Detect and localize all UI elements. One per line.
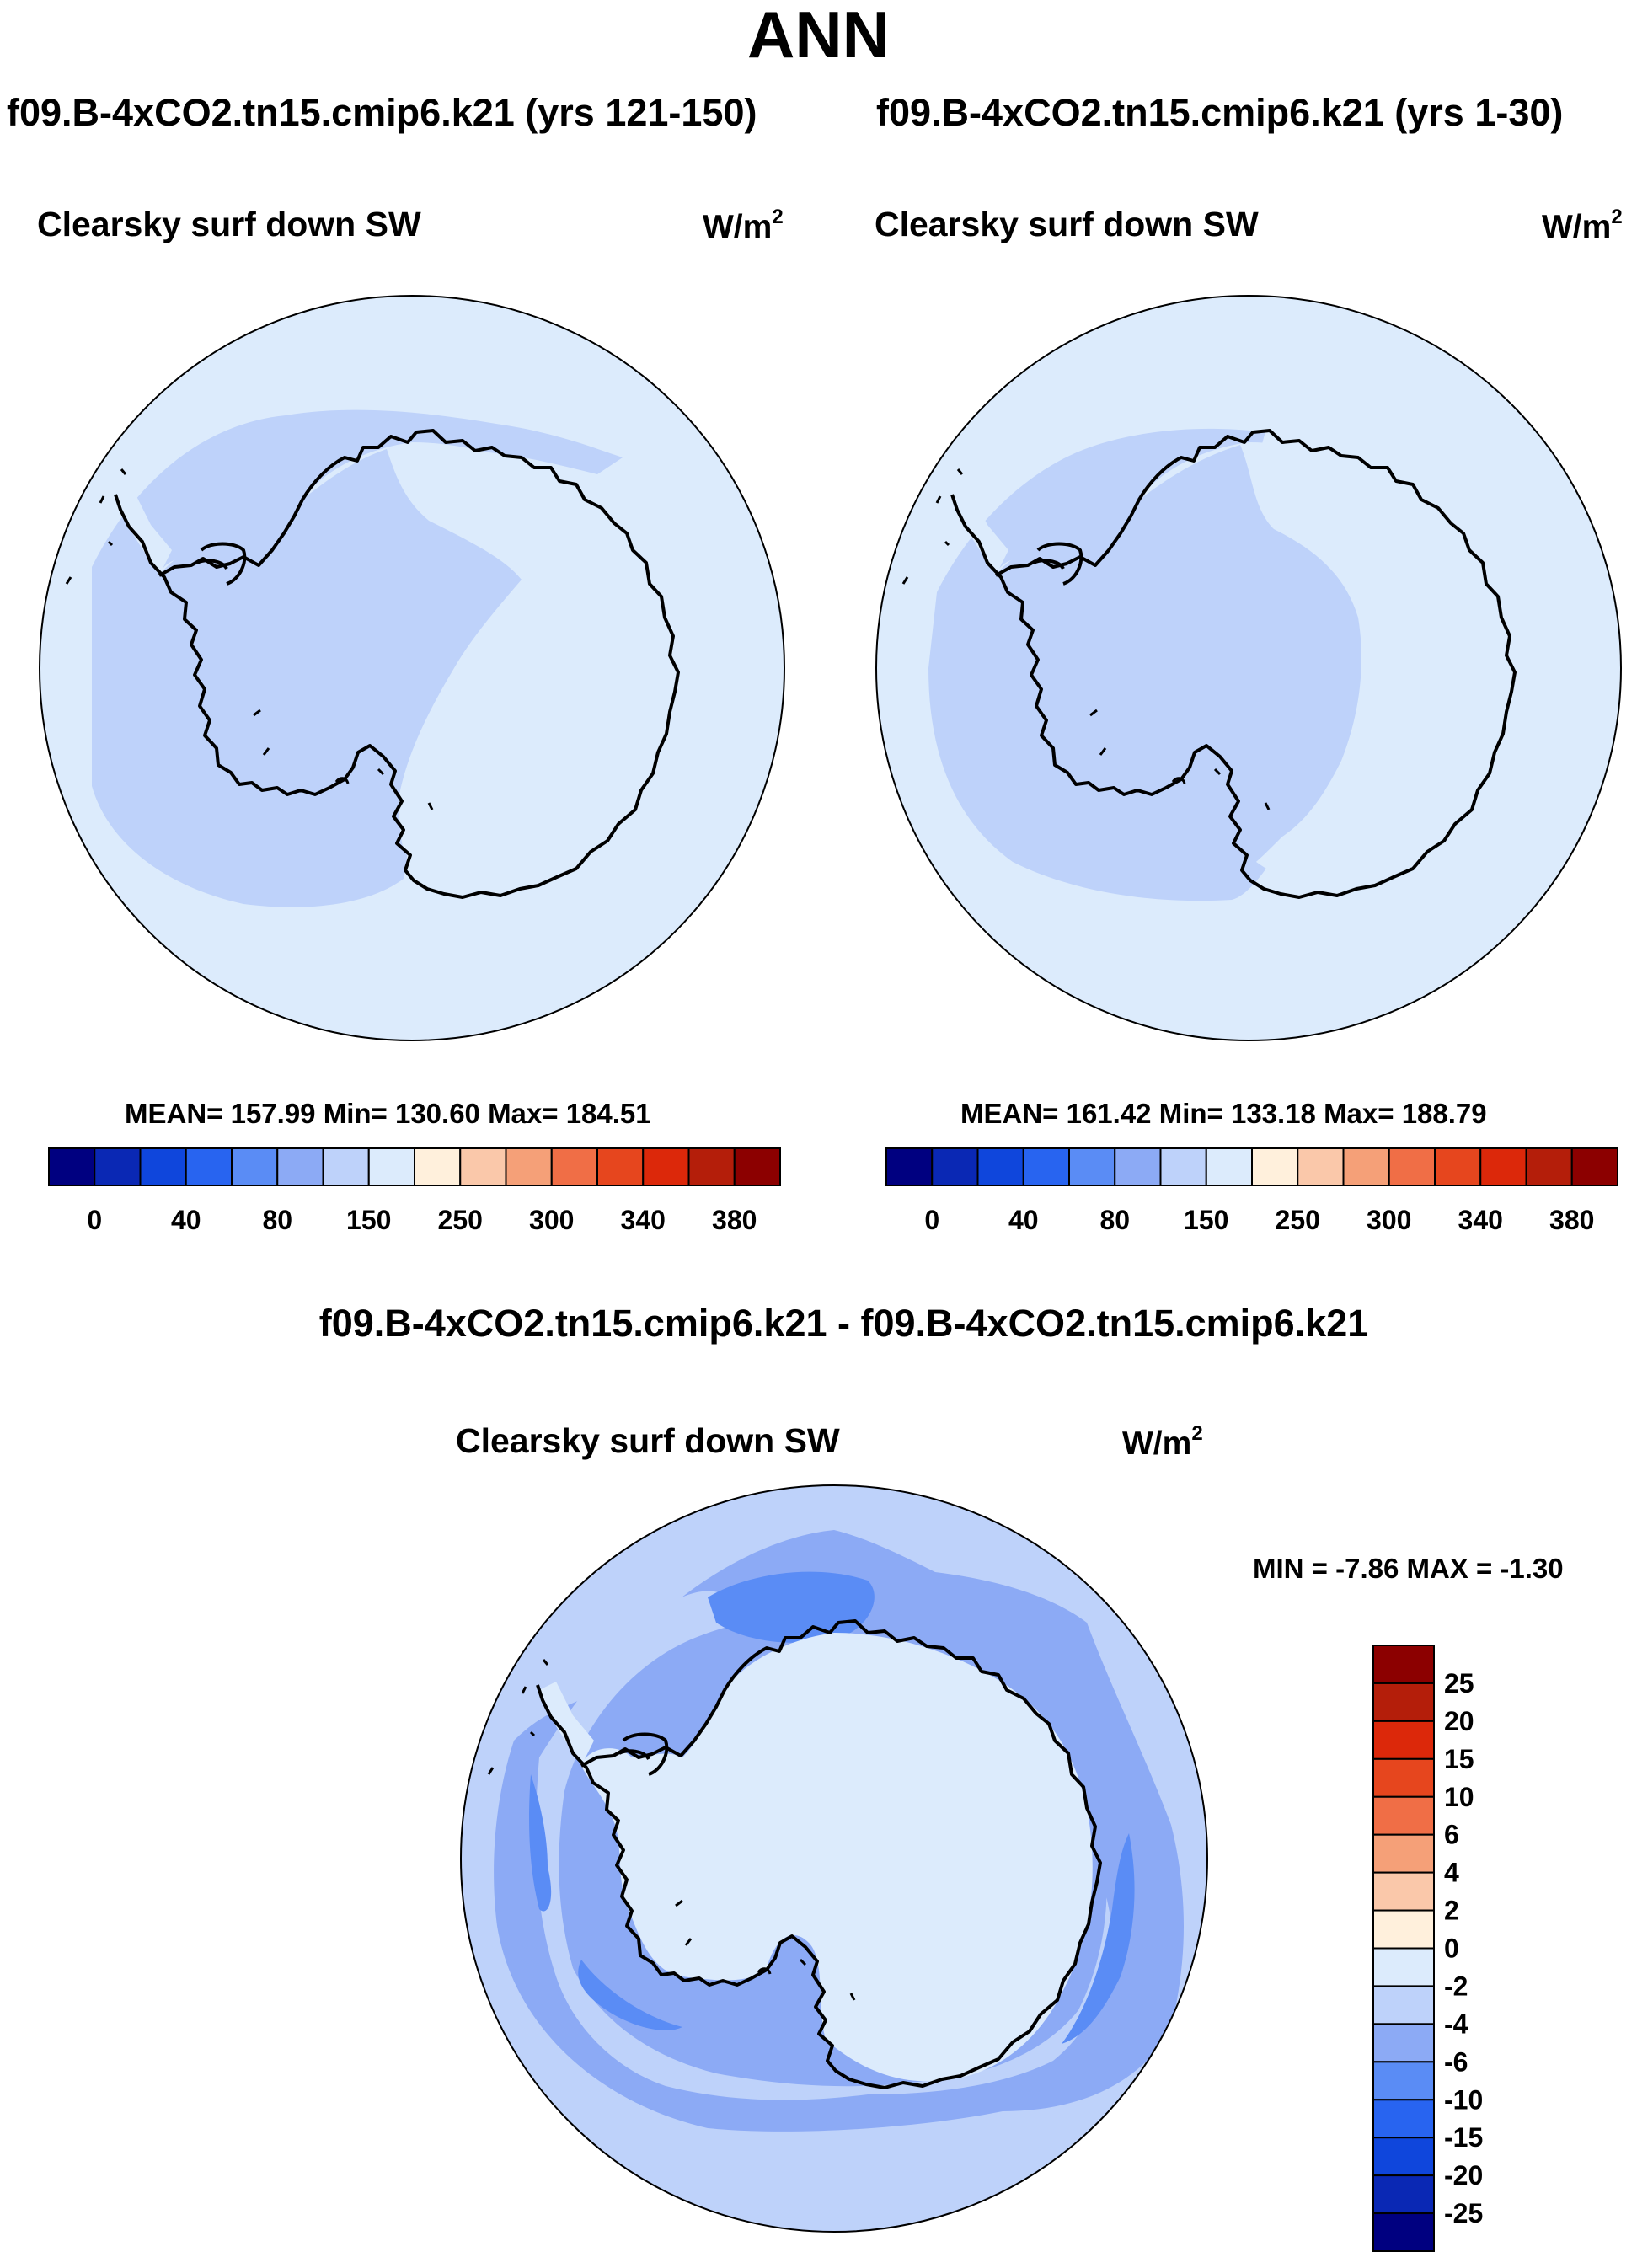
- panel-b-colorbar-swatch: [1434, 1147, 1482, 1186]
- panel-a-colorbar-swatch: [367, 1147, 415, 1186]
- panel-b-colorbar-tick-label: 250: [1276, 1205, 1320, 1235]
- panel-b-colorbar-tick-label: 340: [1458, 1205, 1503, 1235]
- difference-colorbar-swatch: [1372, 1947, 1435, 1987]
- panel-b-colorbar-swatch: [1525, 1147, 1573, 1186]
- difference-colorbar-swatch: [1372, 2137, 1435, 2177]
- difference-colorbar-swatch: [1372, 2212, 1435, 2252]
- difference-colorbar-swatch: [1372, 1682, 1435, 1722]
- panel-a-units: W/m2: [703, 206, 784, 245]
- panel-b-colorbar-tick-label: 40: [1008, 1205, 1039, 1235]
- difference-colorbar-swatch: [1372, 1985, 1435, 2025]
- panel-a-colorbar-tick-label: 380: [712, 1205, 757, 1235]
- difference-colorbar-tick-label: 10: [1444, 1782, 1474, 1812]
- difference-colorbar-swatch: [1372, 1871, 1435, 1912]
- panel-b-stats: MEAN= 161.42 Min= 133.18 Max= 188.79: [960, 1098, 1487, 1129]
- panel-a-map: [39, 295, 785, 1041]
- panel-a-colorbar-tick-label: 40: [171, 1205, 201, 1235]
- difference-colorbar-tick-label: 15: [1444, 1744, 1474, 1774]
- panel-b-colorbar-swatch: [1022, 1147, 1070, 1186]
- difference-colorbar-swatch: [1372, 1720, 1435, 1760]
- panel-a-variable: Clearsky surf down SW: [37, 205, 421, 243]
- difference-colorbar-swatch: [1372, 1757, 1435, 1798]
- panel-a-colorbar-swatch: [276, 1147, 324, 1186]
- difference-colorbar-tick-label: -4: [1444, 2009, 1468, 2039]
- difference-map: [460, 1484, 1208, 2233]
- panel-a-colorbar-swatch: [231, 1147, 279, 1186]
- difference-colorbar-swatch: [1372, 1909, 1435, 1950]
- difference-colorbar-tick-label: -2: [1444, 1971, 1468, 2001]
- difference-colorbar-swatch: [1372, 1645, 1435, 1684]
- difference-colorbar-swatch: [1372, 1833, 1435, 1874]
- panel-b-colorbar-swatch: [1114, 1147, 1162, 1186]
- panel-b-case-title: f09.B-4xCO2.tn15.cmip6.k21 (yrs 1-30): [876, 91, 1564, 134]
- difference-variable: Clearsky surf down SW: [456, 1421, 840, 1460]
- difference-stats: MIN = -7.86 MAX = -1.30: [1253, 1553, 1564, 1584]
- panel-a-stats: MEAN= 157.99 Min= 130.60 Max= 184.51: [125, 1098, 651, 1129]
- panel-a-colorbar-tick-label: 80: [262, 1205, 292, 1235]
- panel-b-colorbar-swatch: [931, 1147, 979, 1186]
- panel-b-colorbar-tick-label: 380: [1549, 1205, 1594, 1235]
- panel-a-colorbar-tick-label: 150: [346, 1205, 391, 1235]
- panel-b-colorbar-tick-label: 300: [1367, 1205, 1411, 1235]
- difference-colorbar-tick-label: -25: [1444, 2198, 1483, 2228]
- panel-a-colorbar-swatch: [550, 1147, 598, 1186]
- panel-b-colorbar-swatch: [976, 1147, 1024, 1186]
- panel-b-colorbar-tick-label: 80: [1099, 1205, 1130, 1235]
- difference-colorbar-swatch: [1372, 2174, 1435, 2215]
- panel-a-colorbar-swatch: [414, 1147, 462, 1186]
- panel-b-colorbar-swatch: [885, 1147, 934, 1186]
- panel-a-colorbar-swatch: [733, 1147, 781, 1186]
- panel-b-map: [875, 295, 1622, 1041]
- panel-b-colorbar-swatch: [1342, 1147, 1390, 1186]
- difference-colorbar-tick-label: -6: [1444, 2046, 1468, 2077]
- panel-b-units: W/m2: [1542, 206, 1623, 245]
- panel-a-colorbar-swatch: [642, 1147, 690, 1186]
- panel-a-case-title: f09.B-4xCO2.tn15.cmip6.k21 (yrs 121-150): [7, 91, 757, 134]
- difference-title: f09.B-4xCO2.tn15.cmip6.k21 - f09.B-4xCO2…: [318, 1302, 1369, 1345]
- panel-b-colorbar-swatch: [1251, 1147, 1299, 1186]
- difference-colorbar-swatch: [1372, 2099, 1435, 2139]
- difference-colorbar-swatch: [1372, 2061, 1435, 2101]
- panel-b-colorbar-swatch: [1388, 1147, 1436, 1186]
- difference-colorbar-tick-label: 6: [1444, 1820, 1459, 1850]
- panel-a-colorbar-swatch: [94, 1147, 142, 1186]
- panel-a-colorbar-tick-label: 340: [621, 1205, 666, 1235]
- panel-a-colorbar-swatch: [322, 1147, 370, 1186]
- panel-a-colorbar-swatch: [48, 1147, 96, 1186]
- panel-a-colorbar-swatch: [687, 1147, 736, 1186]
- difference-colorbar-tick-label: -10: [1444, 2084, 1483, 2115]
- panel-b-colorbar-swatch: [1205, 1147, 1253, 1186]
- panel-b-colorbar-swatch: [1068, 1147, 1116, 1186]
- panel-a-colorbar-swatch: [185, 1147, 233, 1186]
- difference-colorbar-tick-label: 0: [1444, 1934, 1459, 1964]
- difference-units: W/m2: [1122, 1422, 1203, 1462]
- panel-a-colorbar-tick-label: 250: [438, 1205, 483, 1235]
- panel-b-colorbar-swatch: [1159, 1147, 1207, 1186]
- panel-a-colorbar-tick-label: 0: [87, 1205, 102, 1235]
- panel-b-colorbar-swatch: [1570, 1147, 1618, 1186]
- panel-b-colorbar-swatch: [1297, 1147, 1345, 1186]
- difference-colorbar-tick-label: 25: [1444, 1668, 1474, 1698]
- difference-colorbar-swatch: [1372, 1795, 1435, 1836]
- panel-b-variable: Clearsky surf down SW: [875, 205, 1259, 243]
- difference-colorbar-tick-label: -20: [1444, 2160, 1483, 2190]
- difference-colorbar-swatch: [1372, 2023, 1435, 2063]
- panel-b-colorbar: 0 40 80 150 250 300 340 380: [885, 1147, 1618, 1235]
- panel-a-colorbar-tick-label: 300: [529, 1205, 574, 1235]
- difference-colorbar-tick-label: 20: [1444, 1706, 1474, 1736]
- difference-colorbar-tick-label: 4: [1444, 1858, 1459, 1888]
- panel-b-colorbar-tick-label: 150: [1184, 1205, 1228, 1235]
- panel-a-colorbar-swatch: [505, 1147, 553, 1186]
- panel-b-colorbar-swatch: [1479, 1147, 1527, 1186]
- panel-b-colorbar-tick-label: 0: [924, 1205, 939, 1235]
- panel-a-colorbar: 0 40 80 150 250 300 340 380: [48, 1147, 781, 1235]
- difference-colorbar-tick-label: -15: [1444, 2122, 1483, 2153]
- main-title: ANN: [747, 0, 890, 72]
- panel-a-colorbar-swatch: [459, 1147, 507, 1186]
- difference-colorbar-tick-label: 2: [1444, 1896, 1459, 1926]
- panel-a-colorbar-swatch: [596, 1147, 645, 1186]
- panel-a-colorbar-swatch: [139, 1147, 187, 1186]
